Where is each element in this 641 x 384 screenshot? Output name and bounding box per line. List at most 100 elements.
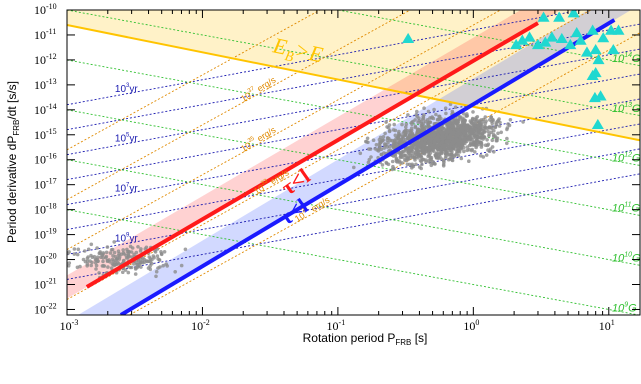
pulsar-point xyxy=(481,155,486,159)
pulsar-point xyxy=(443,106,448,110)
pulsar-point xyxy=(406,156,410,161)
pulsar-point xyxy=(435,117,440,122)
pulsar-point xyxy=(427,146,432,151)
pulsar-point xyxy=(390,159,395,164)
y-tick-label: 10-20 xyxy=(34,252,57,267)
pulsar-point xyxy=(112,240,116,244)
pulsar-point xyxy=(150,257,154,262)
magnetar-point xyxy=(570,26,583,38)
pulsar-point xyxy=(156,266,160,270)
pulsar-point xyxy=(380,138,384,143)
pulsar-point xyxy=(508,118,513,122)
pulsar-point xyxy=(153,250,158,254)
pulsar-point xyxy=(505,141,509,146)
pulsar-point xyxy=(432,145,437,150)
pulsar-point xyxy=(426,109,431,114)
pulsar-point xyxy=(387,129,392,134)
pulsar-point xyxy=(423,140,427,145)
x-tick-label: 101 xyxy=(599,318,615,333)
pulsar-point xyxy=(76,247,81,252)
pulsar-point xyxy=(409,148,414,152)
pulsar-point xyxy=(414,162,418,167)
pulsar-point xyxy=(455,125,460,129)
magnetar-point xyxy=(402,32,415,44)
pulsar-point xyxy=(428,142,433,147)
pulsar-point xyxy=(462,138,466,142)
pulsar-point xyxy=(463,130,468,134)
magnetar-point xyxy=(597,32,610,43)
age-label: 107yr xyxy=(115,183,138,195)
pulsar-point xyxy=(429,133,434,138)
pulsar-point xyxy=(491,134,496,139)
pulsar-point xyxy=(419,119,423,124)
magnetar-point xyxy=(589,66,602,78)
pulsar-point xyxy=(476,139,481,144)
pulsar-point xyxy=(471,122,476,127)
pulsar-point xyxy=(382,146,387,150)
pulsar-point xyxy=(94,267,98,271)
pulsar-point xyxy=(421,145,426,149)
pulsar-point xyxy=(420,125,424,129)
pulsar-point xyxy=(474,116,478,120)
pulsar-point xyxy=(413,156,417,160)
pulsar-point xyxy=(121,270,125,275)
y-tick-label: 10-22 xyxy=(34,301,57,316)
pulsar-point xyxy=(90,260,94,265)
pulsar-point xyxy=(419,166,424,171)
magnetar-point xyxy=(564,38,577,50)
pulsar-point xyxy=(81,257,86,262)
pulsar-points xyxy=(67,102,525,280)
y-tick-label: 10-19 xyxy=(34,227,57,242)
pulsar-point xyxy=(376,147,381,152)
pulsar-point xyxy=(480,128,484,133)
edot-line xyxy=(67,10,412,201)
pulsar-point xyxy=(67,261,72,265)
pulsar-point xyxy=(456,120,460,124)
field-line xyxy=(67,159,640,266)
pulsar-point xyxy=(134,250,139,255)
pulsar-point xyxy=(393,154,398,158)
pulsar-point xyxy=(462,145,466,150)
pulsar-point xyxy=(179,263,184,268)
field-label: 1012G xyxy=(612,152,641,165)
pulsar-point xyxy=(483,125,487,130)
pulsar-point xyxy=(121,248,125,252)
pulsar-point xyxy=(380,163,385,167)
pulsar-point xyxy=(462,149,466,154)
magnetar-point xyxy=(574,34,587,45)
pulsar-point xyxy=(154,269,159,274)
pulsar-point xyxy=(479,134,484,139)
field-line xyxy=(67,209,640,315)
pulsar-point xyxy=(173,270,177,274)
pulsar-point xyxy=(462,123,466,127)
pulsar-point xyxy=(427,149,431,154)
pulsar-point xyxy=(139,265,143,269)
pulsar-point xyxy=(434,112,438,117)
blue-line xyxy=(119,18,616,315)
y-tick-label: 10-18 xyxy=(34,202,57,217)
pulsar-point xyxy=(425,118,430,122)
pulsar-point xyxy=(492,150,496,154)
pulsar-point xyxy=(368,147,373,151)
eb-region-fill xyxy=(67,10,640,141)
pulsar-point xyxy=(95,246,99,250)
field-label: 109G xyxy=(612,301,637,314)
pulsar-point xyxy=(378,135,383,140)
pulsar-point xyxy=(410,166,414,170)
pulsar-point xyxy=(82,249,87,253)
pulsar-point xyxy=(123,268,128,272)
pulsar-point xyxy=(111,254,115,258)
pulsar-point xyxy=(90,255,95,259)
pulsar-point xyxy=(85,256,90,261)
pulsar-point xyxy=(366,140,370,145)
pulsar-point xyxy=(453,139,457,143)
pulsar-point xyxy=(489,115,493,119)
pulsar-point xyxy=(479,142,484,146)
magnetar-point xyxy=(607,43,620,55)
magnetar-point xyxy=(592,53,605,65)
pulsar-point xyxy=(365,136,370,141)
pulsar-point xyxy=(411,119,415,124)
pulsar-point xyxy=(415,129,420,134)
y-tick-label: 10-21 xyxy=(34,277,57,292)
